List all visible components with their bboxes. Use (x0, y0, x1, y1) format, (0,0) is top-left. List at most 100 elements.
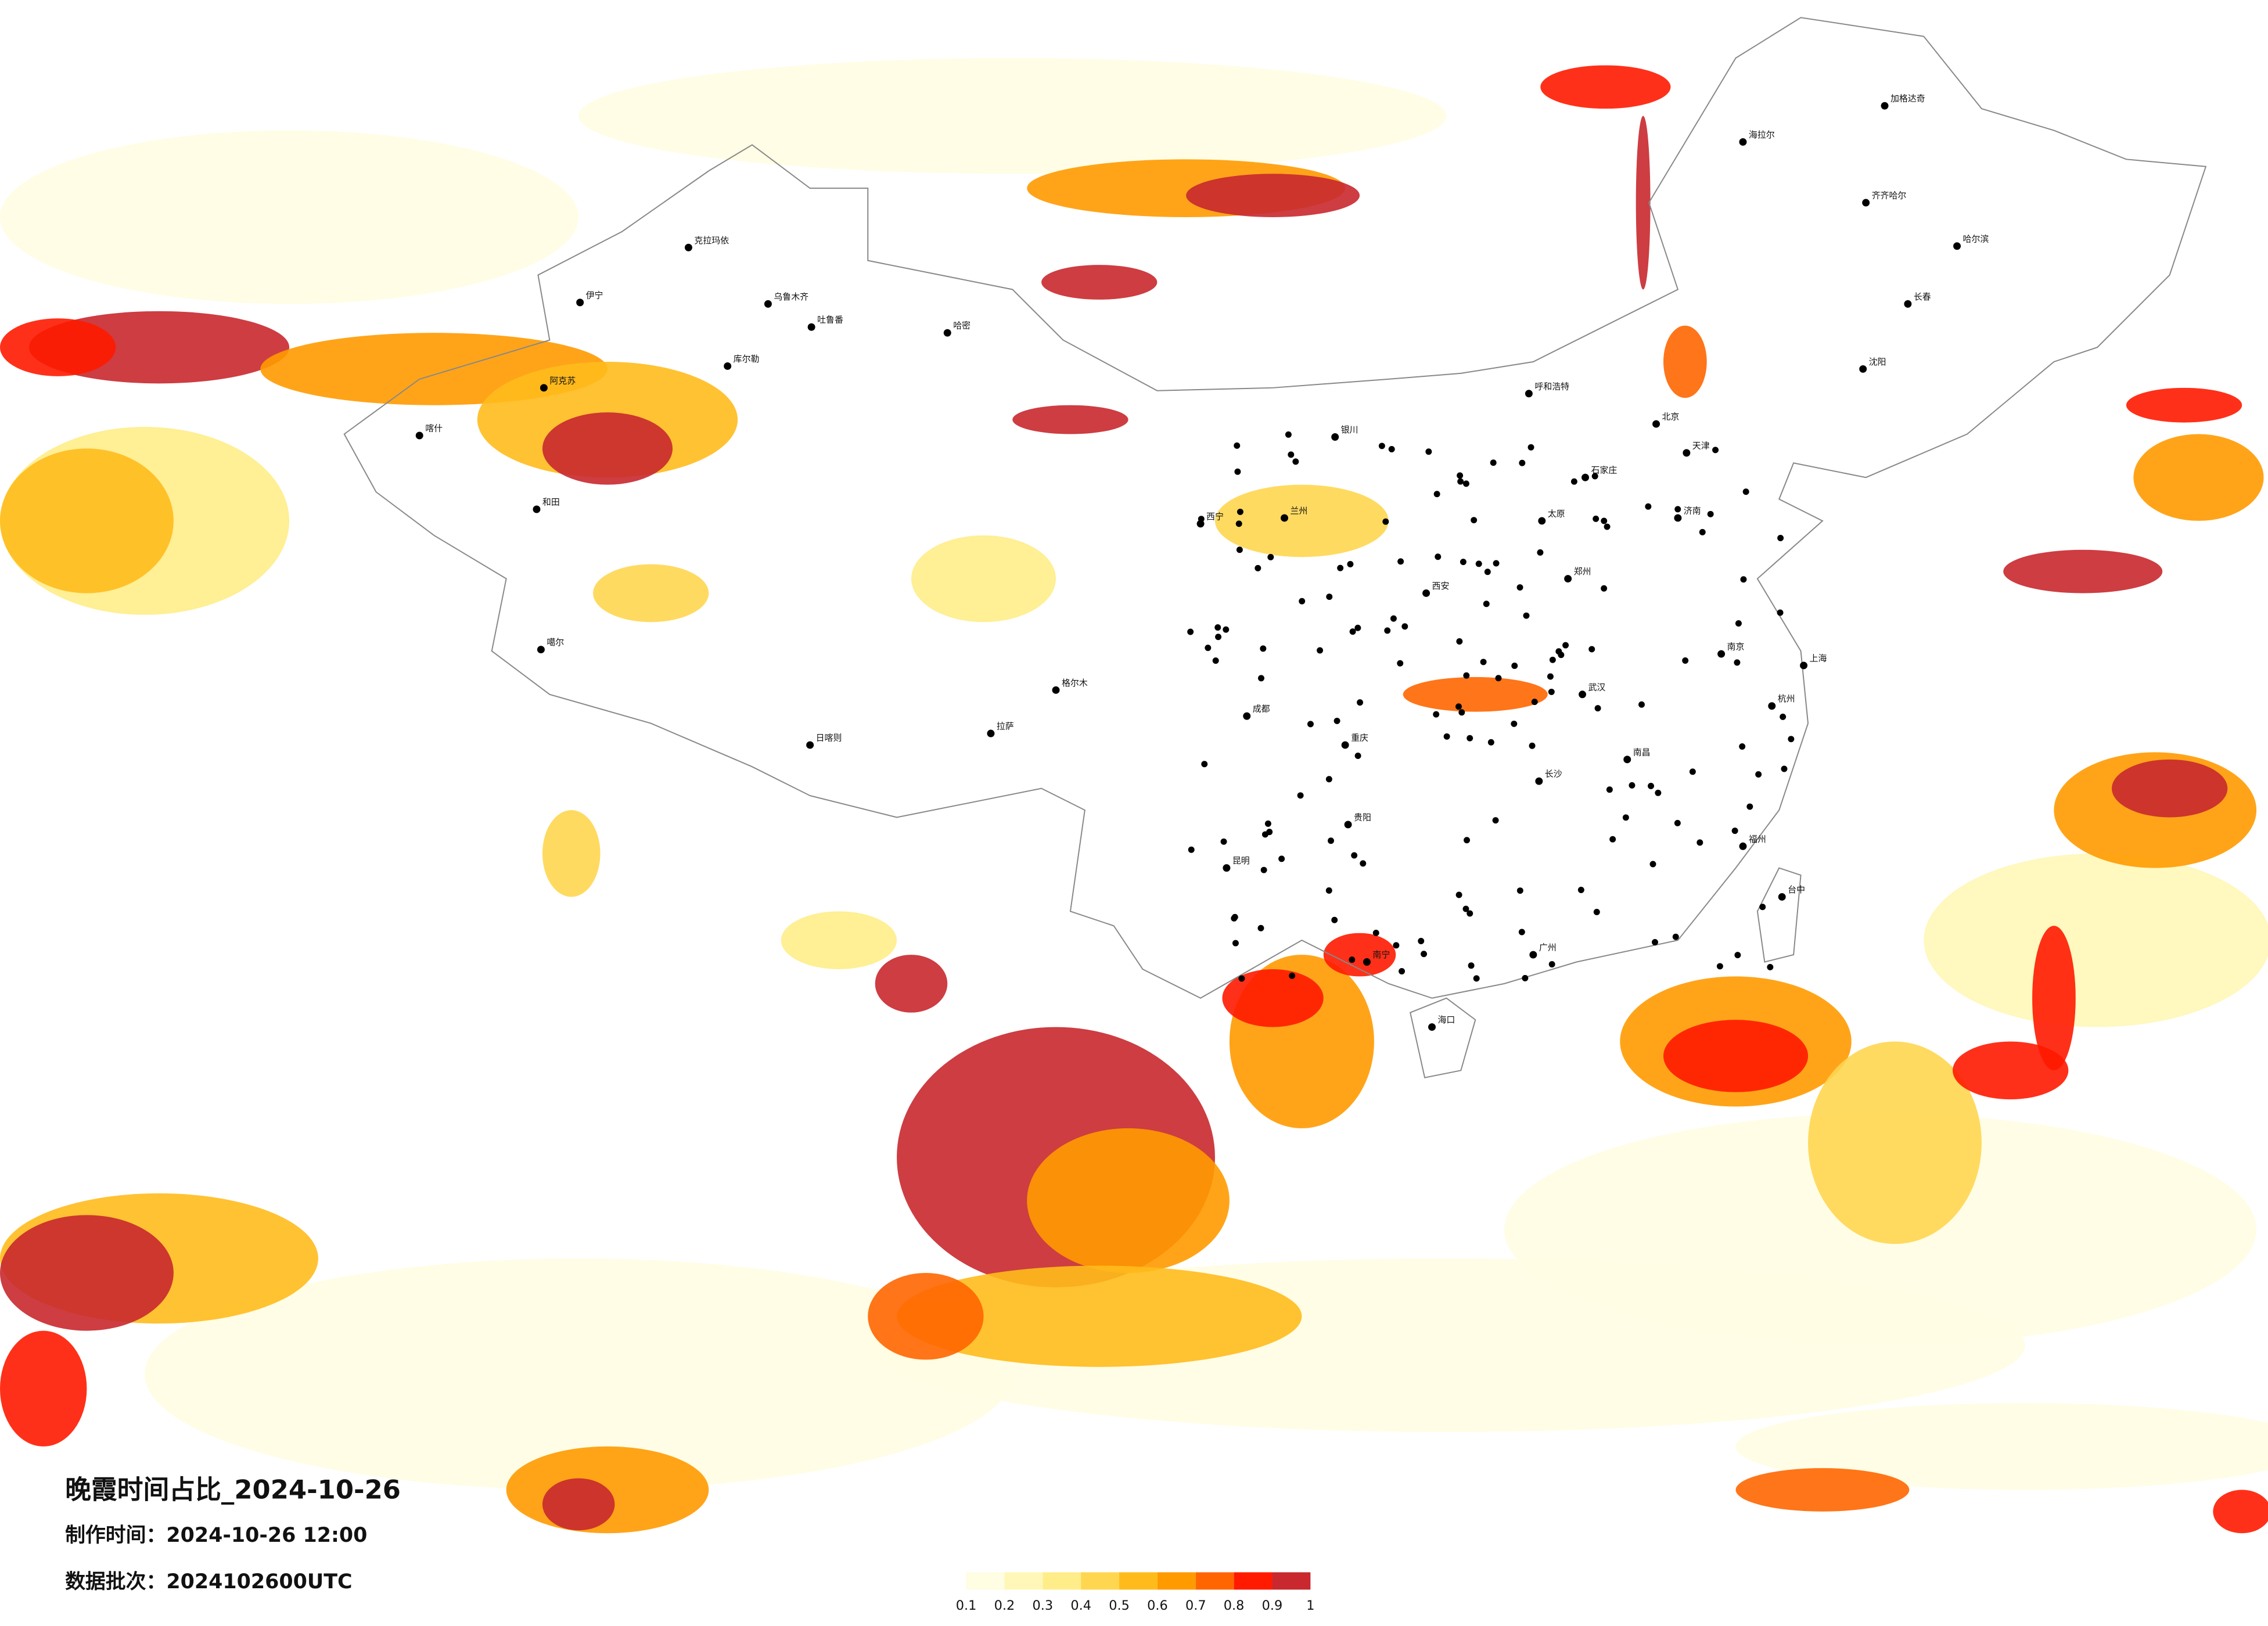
city-dot (1422, 589, 1430, 597)
city-dot (1604, 523, 1611, 530)
city-dot (1289, 972, 1296, 979)
city-dot (1235, 520, 1242, 527)
city-dot (1299, 598, 1306, 605)
city-dot (1582, 473, 1589, 481)
heat-patch (1663, 325, 1707, 398)
heat-patch (1214, 484, 1389, 557)
city-dot (1052, 686, 1060, 694)
city-label: 广州 (1539, 942, 1557, 953)
heat-patch (1186, 174, 1360, 217)
city-dot (1236, 546, 1243, 553)
city-dot (1674, 514, 1682, 522)
city-dot (1384, 627, 1391, 634)
city-dot (1594, 705, 1601, 712)
city-dot (1734, 659, 1741, 666)
city-dot (987, 729, 995, 738)
city-dot (1516, 584, 1523, 591)
city-dot (1331, 433, 1339, 441)
city-dot (1746, 803, 1753, 810)
city-label: 石家庄 (1591, 465, 1617, 476)
city-dot (1555, 648, 1562, 655)
city-dot (1511, 662, 1518, 669)
city-dot (1622, 814, 1629, 821)
city-dot (1483, 600, 1490, 607)
city-dot (1349, 628, 1356, 635)
heat-patch (0, 448, 174, 593)
city-dot (1777, 535, 1784, 541)
city-label: 昆明 (1232, 855, 1250, 866)
city-dot (1699, 528, 1706, 535)
city-dot (1740, 576, 1747, 583)
city-dot (1547, 673, 1554, 680)
city-dot (1425, 448, 1432, 455)
city-label: 呼和浩特 (1534, 381, 1569, 391)
city-dot (1334, 717, 1340, 724)
city-dot (1260, 645, 1267, 652)
city-label: 哈尔滨 (1963, 233, 1989, 244)
city-label: 南昌 (1633, 747, 1651, 757)
city-dot (1457, 478, 1464, 485)
city-dot (1492, 817, 1499, 824)
city-dot (1198, 516, 1205, 523)
city-dot (1593, 515, 1600, 522)
city-label: 加格达奇 (1890, 93, 1925, 104)
legend-tick-label: 0.9 (1262, 1598, 1283, 1613)
city-dot (1881, 102, 1889, 110)
city-dot (684, 243, 692, 251)
city-dot (1527, 444, 1534, 451)
city-dot (1591, 473, 1598, 480)
city-dot (1397, 660, 1404, 667)
city-dot (1683, 449, 1691, 457)
country-outline (343, 17, 2207, 999)
city-dot (1428, 1023, 1436, 1031)
city-dot (1519, 459, 1526, 466)
city-dot (1260, 866, 1267, 873)
city-dot (806, 741, 814, 749)
legend-tick-label: 0.4 (1070, 1598, 1091, 1613)
heat-patch (0, 1215, 174, 1331)
city-dot (1337, 564, 1344, 571)
city-dot (1433, 711, 1440, 718)
city-dot (1788, 736, 1795, 743)
city-dot (1495, 675, 1502, 682)
heat-patch (2032, 926, 2076, 1071)
city-label: 成都 (1253, 704, 1270, 714)
heat-patch (1222, 969, 1324, 1027)
city-label: 日喀则 (816, 732, 842, 743)
city-label: 西宁 (1206, 511, 1224, 521)
city-dot (1288, 451, 1295, 458)
city-dot (1388, 446, 1395, 453)
city-dot (1215, 634, 1222, 641)
city-label: 哈密 (953, 321, 971, 331)
city-dot (1682, 657, 1689, 664)
city-label: 海拉尔 (1749, 129, 1775, 140)
city-dot (1623, 756, 1631, 764)
city-dot (1716, 963, 1723, 970)
production-time: 制作时间：2024-10-26 12:00 (65, 1524, 367, 1547)
city-dot (1234, 442, 1241, 449)
city-dot (1212, 657, 1219, 664)
heat-patch (0, 130, 579, 304)
city-label: 贵阳 (1354, 812, 1371, 822)
city-label: 南宁 (1372, 949, 1390, 960)
city-dot (1435, 553, 1442, 560)
city-dot (1562, 642, 1569, 649)
city-label: 海口 (1437, 1015, 1455, 1025)
city-dot (1325, 776, 1332, 783)
city-label: 拉萨 (997, 721, 1014, 732)
city-dot (1297, 792, 1304, 799)
city-dot (1325, 887, 1332, 894)
city-dot (1317, 647, 1324, 654)
city-dot (1255, 564, 1261, 571)
city-dot (1904, 300, 1912, 308)
city-dot (1601, 517, 1608, 524)
city-dot (1460, 559, 1467, 566)
city-dot (1516, 887, 1523, 894)
city-dot (1354, 753, 1361, 759)
city-dot (1689, 768, 1696, 775)
city-label: 阿克苏 (549, 375, 576, 386)
city-dot (537, 646, 545, 654)
heat-patch (1323, 933, 1396, 977)
